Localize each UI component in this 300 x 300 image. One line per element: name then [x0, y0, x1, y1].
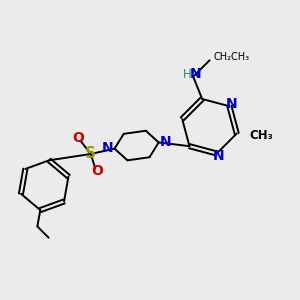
Text: N: N	[190, 67, 201, 81]
Text: H: H	[183, 68, 192, 81]
Text: CH₂CH₃: CH₂CH₃	[213, 52, 249, 62]
Text: S: S	[85, 146, 96, 161]
Text: CH₃: CH₃	[249, 128, 273, 142]
Text: O: O	[92, 164, 103, 178]
Text: N: N	[213, 148, 225, 163]
Text: N: N	[226, 97, 237, 111]
Text: N: N	[160, 135, 172, 149]
Text: O: O	[72, 130, 84, 145]
Text: N: N	[101, 141, 113, 155]
